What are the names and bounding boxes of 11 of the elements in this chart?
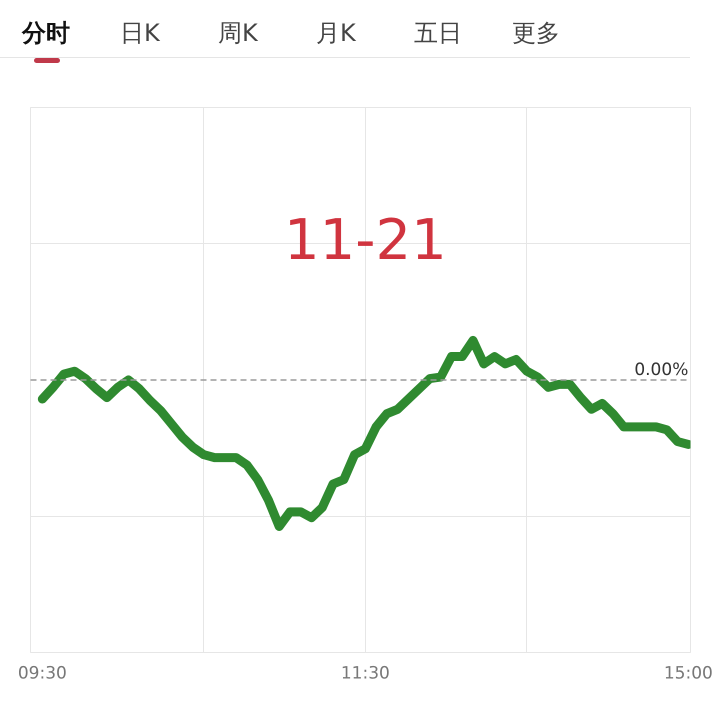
x-tick-label: 09:30	[18, 664, 67, 684]
text: 五日	[414, 18, 463, 49]
chart-title: 11-21	[284, 208, 447, 273]
text: 日K	[120, 18, 161, 49]
text: 周K	[218, 18, 259, 49]
text: 更多	[512, 18, 561, 49]
text: 月K	[316, 18, 357, 49]
ref-line-label: 0.00%	[634, 360, 688, 380]
text: 分时	[22, 18, 71, 49]
x-tick-label: 15:00	[664, 664, 713, 684]
x-tick-label: 11:30	[340, 664, 390, 684]
